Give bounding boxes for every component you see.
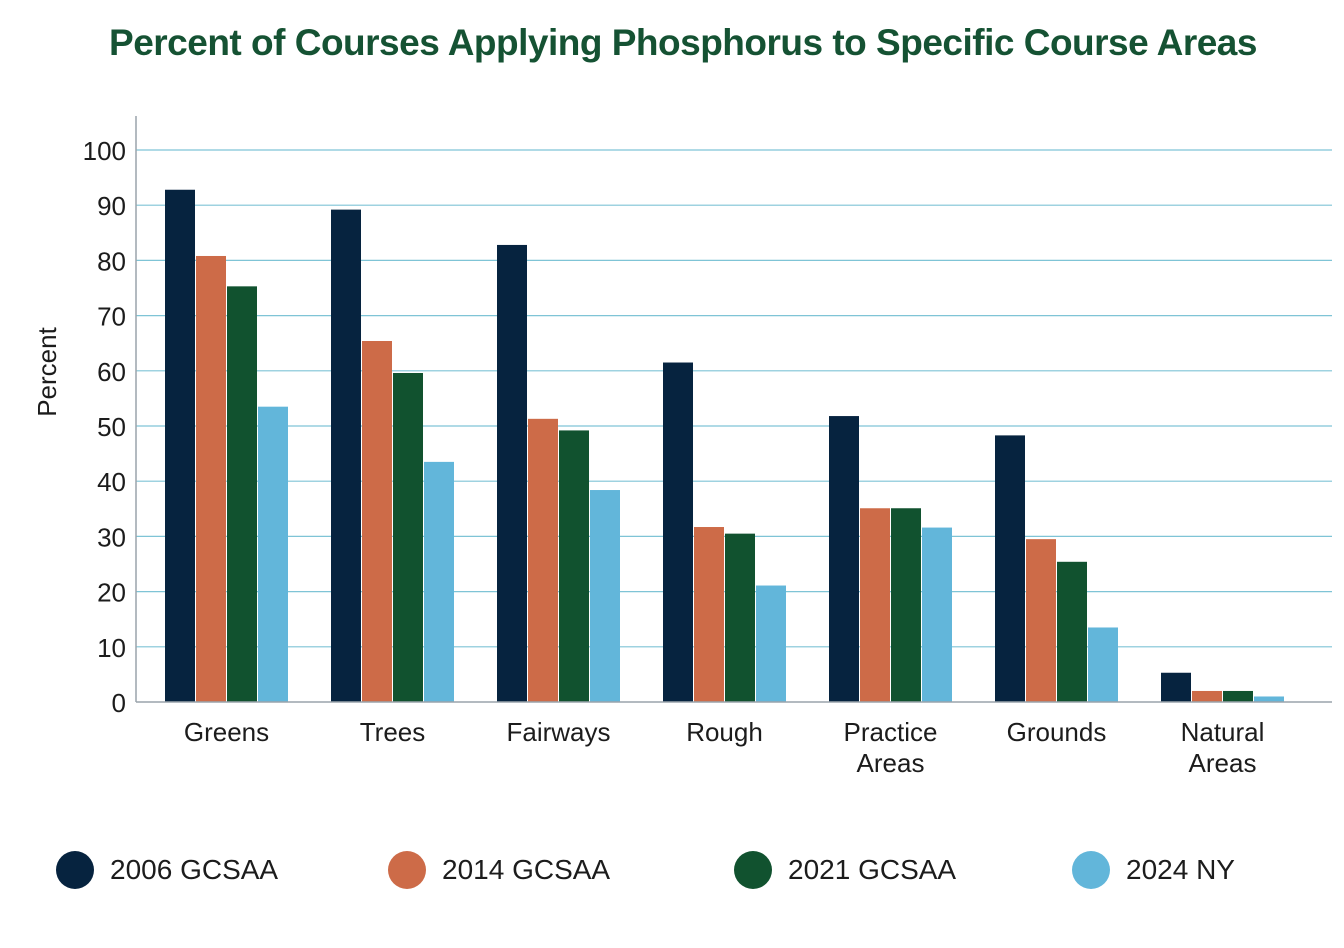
- x-tick-label-natural-areas: Natural Areas: [1181, 717, 1265, 778]
- bar-trees-2006: [331, 209, 361, 702]
- y-tick-label-70: 70: [97, 302, 126, 332]
- legend-label-2024: 2024 NY: [1126, 854, 1235, 885]
- bar-rough-2021: [725, 533, 755, 702]
- x-tick-label-fairways: Fairways: [506, 717, 610, 747]
- bar-grounds-2014: [1026, 539, 1056, 702]
- y-tick-label-80: 80: [97, 246, 126, 276]
- x-tick-label-trees: Trees: [360, 717, 426, 747]
- bar-natural-areas-2021: [1223, 690, 1253, 702]
- bar-practice-areas-2024: [922, 527, 952, 702]
- bar-grounds-2024: [1088, 627, 1118, 702]
- legend-item-2014: 2014 GCSAA: [388, 848, 610, 892]
- bar-greens-2021: [227, 286, 257, 702]
- labels: 0 10 20 30 40 50 60 70 80 90 100 Greens Trees Fairway…: [32, 136, 1264, 778]
- bar-grounds-2021: [1057, 561, 1087, 702]
- chart-title: Percent of Courses Applying Phosphorus t…: [109, 22, 1257, 63]
- bar-practice-areas-2021: [891, 508, 921, 702]
- y-tick-label-30: 30: [97, 522, 126, 552]
- y-tick-label-90: 90: [97, 191, 126, 221]
- y-tick-label-40: 40: [97, 467, 126, 497]
- legend-label-2006: 2006 GCSAA: [110, 854, 279, 885]
- legend-swatch-2021: [734, 851, 772, 889]
- y-tick-label-100: 100: [83, 136, 126, 166]
- bar-rough-2014: [694, 527, 724, 702]
- bar-fairways-2014: [528, 418, 558, 702]
- legend-item-2006: 2006 GCSAA: [56, 848, 278, 892]
- bar-fairways-2024: [590, 490, 620, 702]
- bar-practice-areas-2014: [860, 508, 890, 702]
- bar-natural-areas-2006: [1161, 672, 1191, 702]
- bar-natural-areas-2024: [1254, 696, 1284, 702]
- bar-rough-2006: [663, 362, 693, 702]
- x-tick-label-greens: Greens: [184, 717, 269, 747]
- x-tick-label-rough: Rough: [686, 717, 763, 747]
- legend-label-2021: 2021 GCSAA: [788, 854, 957, 885]
- axes: [135, 116, 1332, 703]
- legend-swatch-2024: [1072, 851, 1110, 889]
- y-tick-label-50: 50: [97, 412, 126, 442]
- bar-grounds-2006: [995, 435, 1025, 702]
- y-tick-label-0: 0: [112, 688, 126, 718]
- bar-fairways-2021: [559, 430, 589, 702]
- x-tick-label-grounds: Grounds: [1007, 717, 1107, 747]
- bar-fairways-2006: [497, 244, 527, 702]
- legend-label-2014: 2014 GCSAA: [442, 854, 611, 885]
- x-tick-label-practice-areas: Practice Areas: [844, 717, 938, 778]
- y-axis-label: Percent: [32, 326, 62, 416]
- y-tick-label-20: 20: [97, 578, 126, 608]
- y-tick-label-10: 10: [97, 633, 126, 663]
- legend-swatch-2006: [56, 851, 94, 889]
- legend-item-2024: 2024 NY: [1072, 848, 1235, 892]
- bar-trees-2021: [393, 373, 423, 702]
- bar-trees-2024: [424, 461, 454, 702]
- legend-item-2021: 2021 GCSAA: [734, 848, 956, 892]
- bar-trees-2014: [362, 340, 392, 702]
- legend-swatch-2014: [388, 851, 426, 889]
- bar-rough-2024: [756, 585, 786, 702]
- bar-practice-areas-2006: [829, 416, 859, 702]
- bar-greens-2014: [196, 255, 226, 702]
- legend: 2006 GCSAA 2014 GCSAA 2021 GCSAA 2024 NY: [0, 848, 1344, 892]
- bar-natural-areas-2014: [1192, 690, 1222, 702]
- bar-greens-2006: [165, 189, 195, 702]
- bars: [165, 189, 1284, 702]
- bar-greens-2024: [258, 406, 288, 702]
- y-tick-label-60: 60: [97, 357, 126, 387]
